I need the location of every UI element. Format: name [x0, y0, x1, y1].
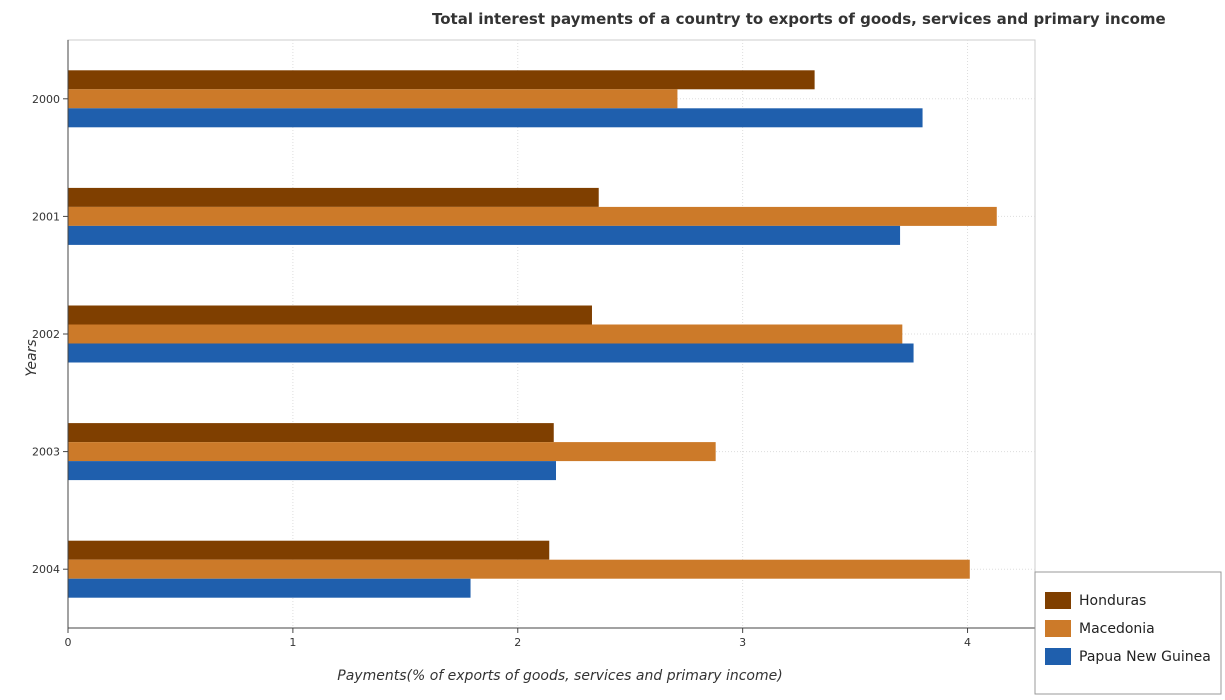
x-axis-label: Payments(% of exports of goods, services… — [337, 668, 782, 684]
y-tick-label: 2001 — [32, 210, 60, 223]
y-axis-label: Years — [24, 339, 40, 376]
x-tick-label: 3 — [739, 636, 746, 649]
bar-honduras-2002 — [68, 305, 592, 325]
legend-swatch — [1045, 648, 1071, 665]
legend-swatch — [1045, 620, 1071, 637]
ticks: 0 1 2 3 4 2000 2001 2002 2003 2004 — [32, 40, 1035, 649]
bar-macedonia-2003 — [68, 442, 716, 462]
bar-macedonia-2002 — [68, 324, 903, 344]
bar-papua-new-guinea-2003 — [68, 461, 556, 481]
legend-label: Honduras — [1079, 593, 1146, 609]
legend-swatch — [1045, 592, 1071, 609]
x-tick-label: 4 — [964, 636, 971, 649]
bar-honduras-2004 — [68, 540, 550, 560]
y-tick-label: 2003 — [32, 446, 60, 459]
legend: Honduras Macedonia Papua New Guinea — [1034, 571, 1222, 695]
bar-honduras-2003 — [68, 423, 554, 443]
legend-label: Macedonia — [1079, 621, 1155, 637]
y-tick-label: 2004 — [32, 563, 60, 576]
chart-title: Total interest payments of a country to … — [432, 10, 1166, 28]
bar-papua-new-guinea-2000 — [68, 108, 923, 128]
bar-honduras-2000 — [68, 70, 815, 90]
bar-papua-new-guinea-2001 — [68, 225, 901, 245]
bar-macedonia-2000 — [68, 89, 678, 109]
bar-papua-new-guinea-2004 — [68, 578, 471, 598]
x-tick-label: 1 — [289, 636, 296, 649]
bars — [68, 70, 997, 598]
bar-honduras-2001 — [68, 187, 599, 207]
bar-macedonia-2004 — [68, 559, 970, 579]
x-tick-label: 2 — [514, 636, 521, 649]
legend-label: Papua New Guinea — [1079, 649, 1211, 665]
bar-macedonia-2001 — [68, 206, 997, 226]
bar-papua-new-guinea-2002 — [68, 343, 914, 363]
x-tick-label: 0 — [65, 636, 72, 649]
y-tick-label: 2002 — [32, 328, 60, 341]
y-tick-label: 2000 — [32, 93, 60, 106]
